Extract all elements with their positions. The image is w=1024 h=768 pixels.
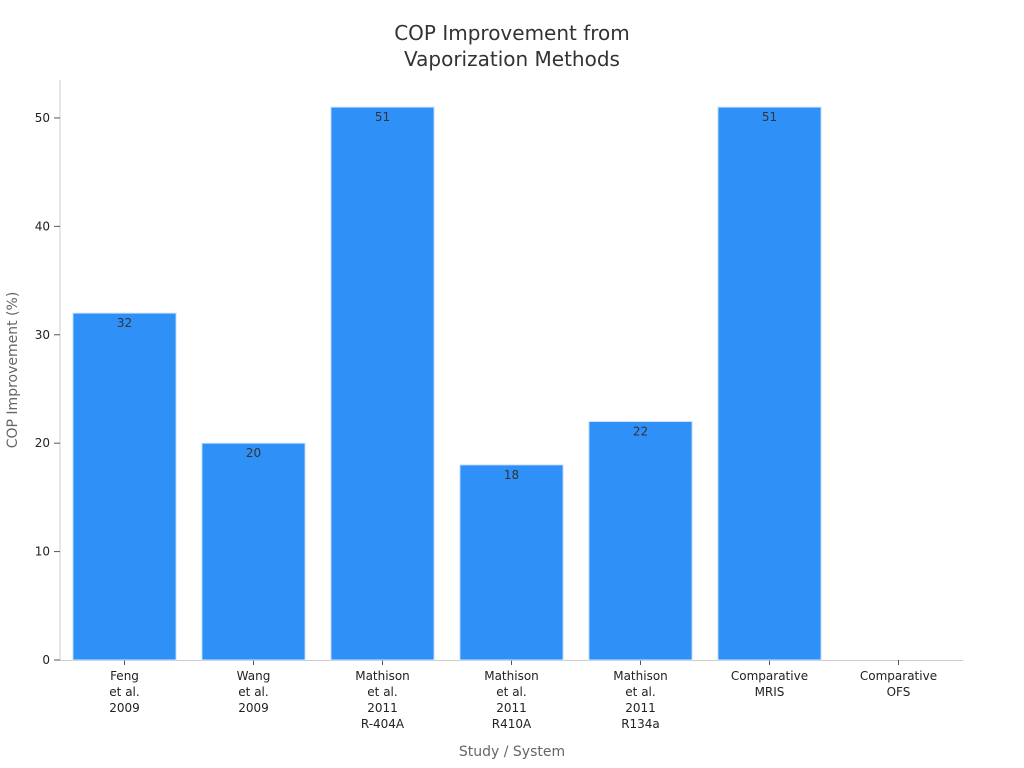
bar bbox=[588, 420, 693, 661]
y-tick-label: 40 bbox=[35, 219, 50, 233]
y-axis-label: COP Improvement (%) bbox=[5, 292, 21, 449]
y-tick-label: 30 bbox=[35, 328, 50, 342]
x-tick-label: Comparative OFS bbox=[860, 669, 937, 699]
bar bbox=[459, 464, 564, 661]
y-tick-label: 20 bbox=[35, 436, 50, 450]
y-tick-label: 50 bbox=[35, 111, 50, 125]
data-label: 32 bbox=[117, 316, 132, 330]
data-label: 20 bbox=[246, 446, 261, 460]
bar bbox=[201, 442, 306, 661]
x-tick-label: Mathison et al. 2011 R410A bbox=[484, 669, 539, 731]
data-label: 18 bbox=[504, 468, 519, 482]
bar bbox=[72, 312, 177, 661]
data-label: 22 bbox=[633, 424, 648, 438]
x-tick-label: Comparative MRIS bbox=[731, 669, 808, 699]
data-label: 51 bbox=[375, 110, 390, 124]
y-tick-label: 0 bbox=[42, 653, 50, 667]
x-tick-label: Mathison et al. 2011 R-404A bbox=[355, 669, 410, 731]
y-tick-label: 10 bbox=[35, 545, 50, 559]
bars bbox=[72, 106, 822, 661]
x-tick-label: Feng et al. 2009 bbox=[109, 669, 140, 715]
chart-title: COP Improvement from Vaporization Method… bbox=[394, 21, 630, 71]
x-tick-label: Mathison et al. 2011 R134a bbox=[613, 669, 668, 731]
bar bbox=[330, 106, 435, 661]
labels: Feng et al. 2009 32 Wang et al. 2009 20 Mathison… bbox=[109, 110, 937, 731]
x-axis-label: Study / System bbox=[459, 744, 565, 760]
data-label: 51 bbox=[762, 110, 777, 124]
x-tick-label: Wang et al. 2009 bbox=[237, 669, 271, 715]
bar bbox=[717, 106, 822, 661]
